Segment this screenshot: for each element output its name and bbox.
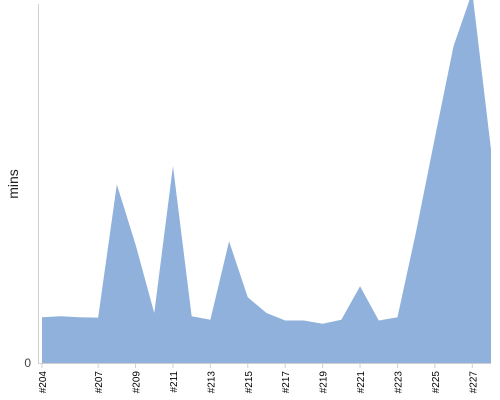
x-axis-ticks: #204 #207 #209 #211 #213 #215 #217 #219 #221 #223… (38, 363, 479, 393)
x-tick-label-215: #215 (244, 371, 255, 394)
x-tick-label-225: #225 (431, 371, 442, 394)
x-tick-label-211: #211 (169, 371, 180, 393)
x-tick-label-217: #217 (281, 371, 292, 394)
y-axis-ticks: 0 (24, 356, 31, 370)
y-axis-title: mins (5, 169, 21, 199)
x-tick-label-223: #223 (393, 371, 404, 394)
y-tick-label: 0 (24, 356, 31, 370)
x-tick-label-207: #207 (94, 371, 105, 394)
x-tick-label-219: #219 (319, 371, 330, 394)
x-tick-label-227: #227 (468, 371, 479, 394)
x-tick-label-213: #213 (206, 371, 217, 394)
x-tick-label-221: #221 (356, 371, 367, 394)
x-tick-label-209: #209 (132, 371, 143, 394)
x-tick-label-204: #204 (38, 371, 49, 394)
series-area (42, 0, 491, 363)
plot-area (42, 0, 491, 363)
